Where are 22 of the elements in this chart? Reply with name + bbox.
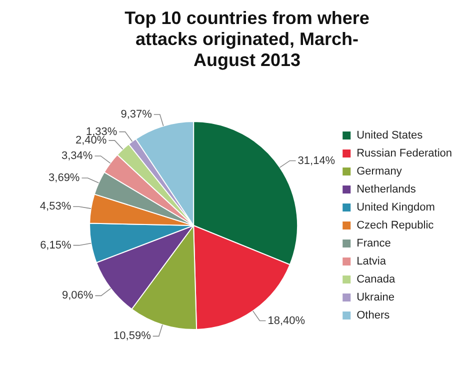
legend-label: Netherlands <box>356 184 416 196</box>
legend-label: Germany <box>356 166 402 178</box>
legend-label: Russian Federation <box>356 148 452 160</box>
legend-label: Latvia <box>356 256 387 268</box>
legend-label: United States <box>356 130 424 142</box>
legend-label: Others <box>356 310 390 322</box>
legend-label: France <box>356 238 391 250</box>
data-label: 2,40% <box>75 134 107 146</box>
data-label: 10,59% <box>114 330 152 342</box>
data-label: 31,14% <box>298 154 336 167</box>
data-label: 3,34% <box>62 150 93 162</box>
data-label: 6,15% <box>40 239 72 252</box>
data-label: 18,40% <box>268 314 306 327</box>
legend-label: United Kingdom <box>356 202 435 214</box>
legend-label: Canada <box>356 274 396 286</box>
legend-label: Ukraine <box>356 292 395 304</box>
data-label: 4,53% <box>40 200 72 213</box>
chart-title: Top 10 countries from where attacks originated, March-August 2013 <box>124 8 370 71</box>
legend-label: Czech Republic <box>356 220 434 232</box>
data-label: 3,69% <box>48 172 80 184</box>
data-label: 9,06% <box>62 290 94 302</box>
data-label: 9,37% <box>120 108 152 121</box>
